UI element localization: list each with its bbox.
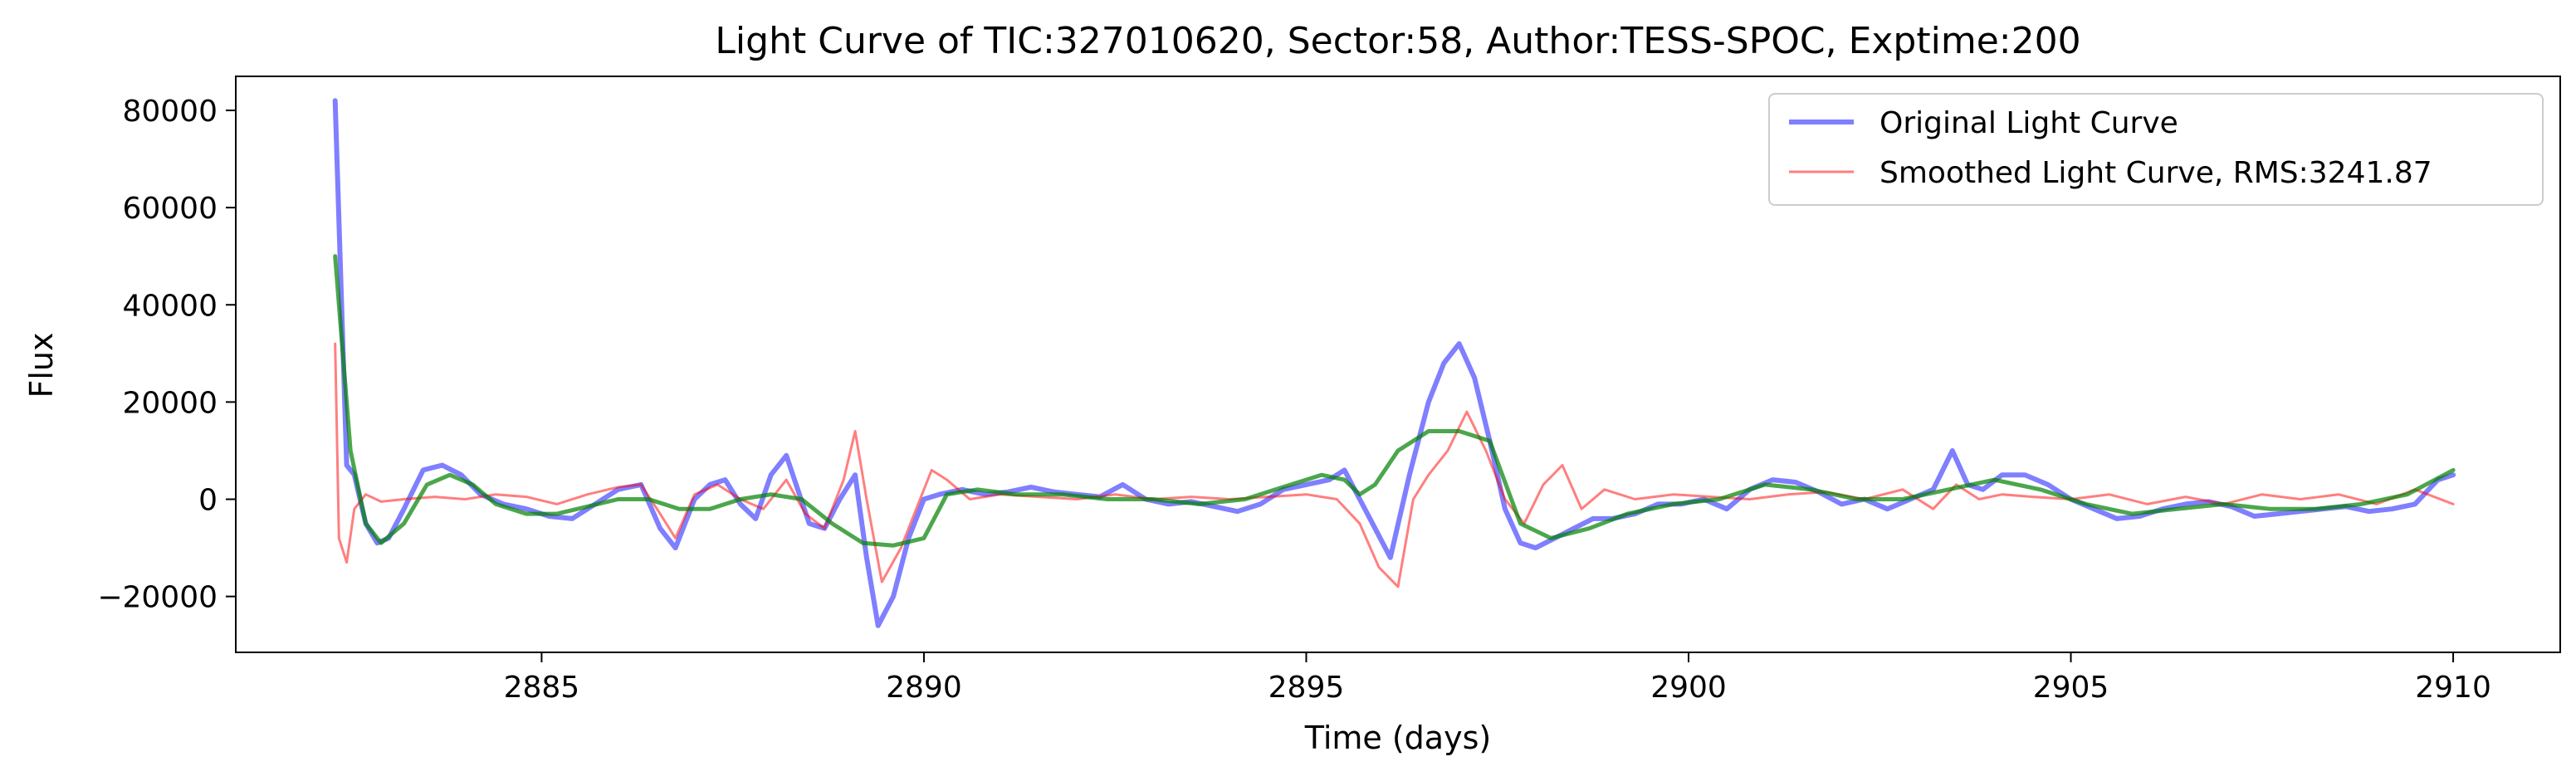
x-axis: 2885 2890 2895 2900 2905 2910 <box>504 652 2491 705</box>
x-tick-label: 2910 <box>2415 671 2491 705</box>
y-axis: −20000 0 20000 40000 60000 80000 <box>97 95 236 615</box>
x-tick-label: 2890 <box>886 671 962 705</box>
chart-title: Light Curve of TIC:327010620, Sector:58,… <box>715 20 2080 62</box>
x-axis-label: Time (days) <box>1304 720 1491 756</box>
y-tick-label: 40000 <box>122 289 218 323</box>
y-tick-label: −20000 <box>97 581 218 615</box>
x-tick-label: 2900 <box>1650 671 1727 705</box>
x-tick-label: 2885 <box>504 671 580 705</box>
y-tick-label: 80000 <box>122 95 218 129</box>
series-line-trend <box>333 254 2456 548</box>
plot-frame <box>235 76 2561 653</box>
x-tick-label: 2905 <box>2033 671 2109 705</box>
y-tick-label: 20000 <box>122 386 218 420</box>
legend: Original Light Curve Smoothed Light Curv… <box>1768 93 2544 206</box>
series-line-original <box>332 98 2456 628</box>
y-axis-label: Flux <box>23 333 60 398</box>
legend-label-original: Original Light Curve <box>1879 106 2178 140</box>
x-tick-label: 2895 <box>1268 671 1345 705</box>
series-line-smoothed <box>334 342 2455 588</box>
legend-box <box>1768 93 2544 206</box>
y-tick-label: 60000 <box>122 192 218 226</box>
y-tick-label: 0 <box>198 484 218 518</box>
legend-label-smoothed: Smoothed Light Curve, RMS:3241.87 <box>1879 156 2432 190</box>
series-layer <box>332 98 2456 628</box>
